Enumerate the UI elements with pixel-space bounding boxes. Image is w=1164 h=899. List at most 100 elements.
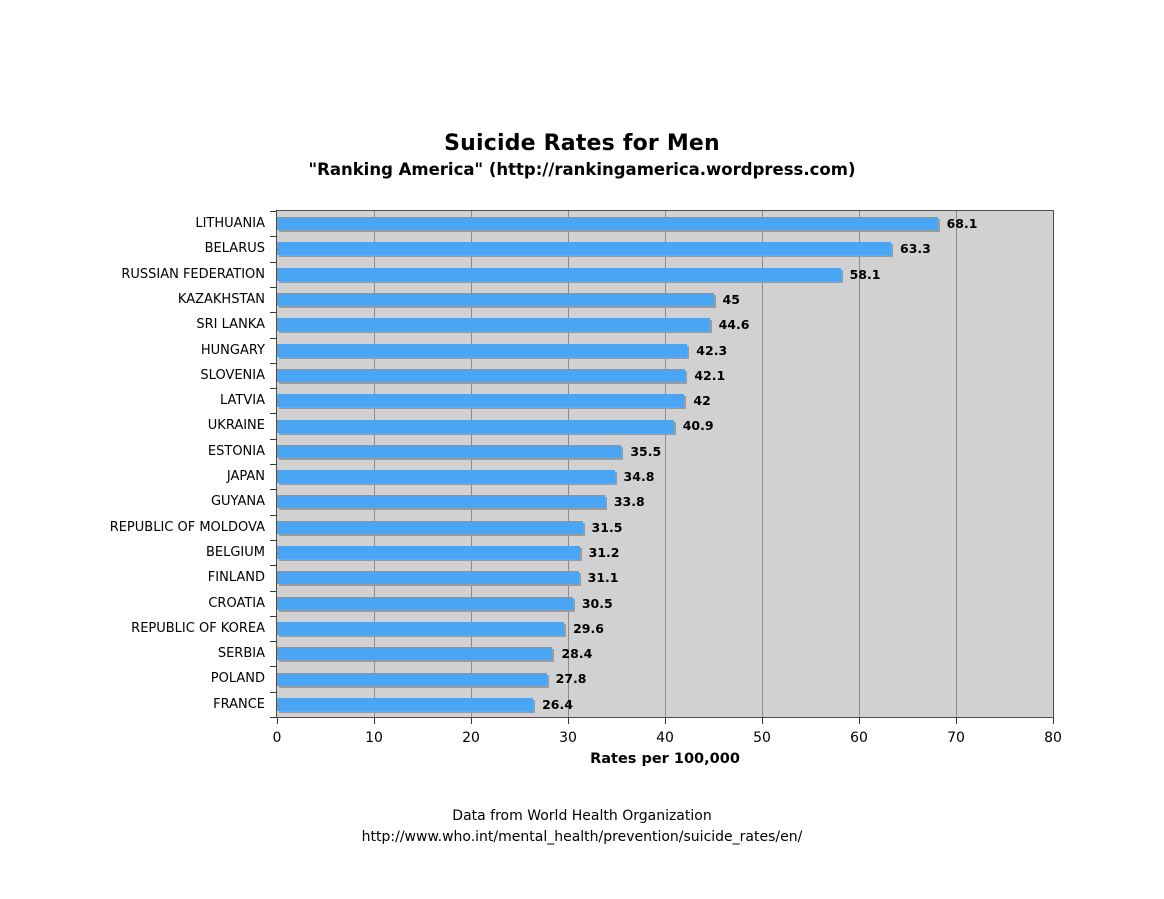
x-axis-tick-label-10: 10 [365,730,383,746]
x-axis-tick-label-60: 60 [850,730,868,746]
y-axis-tick [270,590,276,592]
bar-france [277,697,534,711]
y-axis-tick [270,286,276,288]
x-axis-tick-label-0: 0 [272,730,282,746]
y-axis-tick [270,236,276,238]
value-label-latvia: 42 [693,393,711,409]
y-axis-tick [270,362,276,364]
y-axis-tick [270,539,276,541]
bar-sri-lanka [277,318,710,332]
bar-russian-federation [277,267,841,281]
value-label-croatia: 30.5 [581,595,613,611]
x-axis-tick-30 [568,718,569,724]
x-axis-tick-label-20: 20 [462,730,480,746]
category-label-sri-lanka: SRI LANKA [196,317,265,333]
bar-belarus [277,242,891,256]
value-label-russian-federation: 58.1 [849,266,881,282]
value-label-japan: 34.8 [623,469,655,484]
x-axis-tick-70 [956,718,957,724]
y-axis-tick [270,641,276,643]
category-label-estonia: ESTONIA [207,443,265,459]
category-label-russian-federation: RUSSIAN FEDERATION [121,266,265,282]
value-label-finland: 31.1 [587,570,619,586]
category-label-serbia: SERBIA [217,646,265,662]
category-label-lithuania: LITHUANIA [195,216,265,231]
y-axis-tick [270,464,276,465]
x-axis-tick-40 [665,718,666,724]
value-label-france: 26.4 [542,696,573,712]
y-axis-tick [270,514,276,516]
y-axis-tick [270,666,276,668]
gridline-20 [470,211,472,717]
bar-hungary [277,343,688,357]
bar-lithuania [277,217,938,231]
category-label-france: FRANCE [213,696,265,712]
category-label-republic-of-moldova: REPUBLIC OF MOLDOVA [109,519,265,535]
chart-subtitle: "Ranking America" (http://rankingamerica… [308,160,856,179]
x-axis-tick-label-80: 80 [1044,730,1062,746]
value-label-lithuania: 68.1 [946,216,978,231]
y-axis-tick [270,717,276,718]
x-axis-tick-label-50: 50 [753,730,771,746]
category-label-poland: POLAND [210,671,265,687]
x-axis-tick-label-70: 70 [947,730,965,746]
gridline-70 [955,211,957,717]
x-axis-tick-label-30: 30 [559,730,577,746]
y-axis-tick [270,615,276,617]
bar-slovenia [277,368,686,382]
x-axis-tick-0 [277,718,278,724]
gridline-50 [761,211,763,717]
category-label-latvia: LATVIA [220,393,265,409]
category-label-japan: JAPAN [226,469,265,484]
x-axis-tick-80 [1053,718,1054,724]
bar-serbia [277,647,553,661]
value-label-belarus: 63.3 [900,241,931,257]
value-label-guyana: 33.8 [613,494,645,510]
category-label-ukraine: UKRAINE [207,418,265,434]
bar-republic-of-moldova [277,520,583,534]
category-label-finland: FINLAND [207,570,265,586]
x-axis-tick-50 [762,718,763,724]
category-label-croatia: CROATIA [208,595,265,611]
category-label-slovenia: SLOVENIA [200,367,265,383]
category-label-belgium: BELGIUM [205,544,265,560]
category-label-hungary: HUNGARY [200,342,265,358]
y-axis-tick [270,312,276,314]
y-axis-tick [270,565,276,567]
y-axis-tick [270,211,276,212]
bar-guyana [277,495,605,509]
y-axis-tick [270,438,276,440]
bar-poland [277,672,547,686]
y-axis-tick [270,413,276,415]
plot-area [276,210,1054,718]
value-label-slovenia: 42.1 [694,367,726,383]
chart-title: Suicide Rates for Men [444,131,720,156]
bar-kazakhstan [277,293,714,307]
bar-latvia [277,394,685,408]
value-label-poland: 27.8 [555,671,587,687]
y-axis-tick [270,388,276,390]
bar-croatia [277,596,573,610]
y-axis-tick [270,489,276,491]
bar-estonia [277,444,622,458]
category-label-belarus: BELARUS [204,241,265,257]
category-label-republic-of-korea: REPUBLIC OF KOREA [131,620,265,636]
gridline-30 [567,211,569,717]
x-axis-tick-60 [859,718,860,724]
value-label-estonia: 35.5 [630,443,662,459]
bar-finland [277,571,579,585]
value-label-republic-of-korea: 29.6 [573,620,604,636]
y-axis-tick [270,337,276,339]
category-label-kazakhstan: KAZAKHSTAN [177,291,265,307]
value-label-ukraine: 40.9 [682,418,714,434]
value-label-belgium: 31.2 [588,544,620,560]
value-label-hungary: 42.3 [696,342,728,358]
source-text-line1: Data from World Health Organization [452,808,712,824]
bar-ukraine [277,419,674,433]
bar-belgium [277,546,580,560]
gridline-40 [664,211,666,717]
bar-japan [277,470,615,484]
source-text-line2: http://www.who.int/mental_health/prevent… [361,829,803,845]
bar-republic-of-korea [277,621,565,635]
